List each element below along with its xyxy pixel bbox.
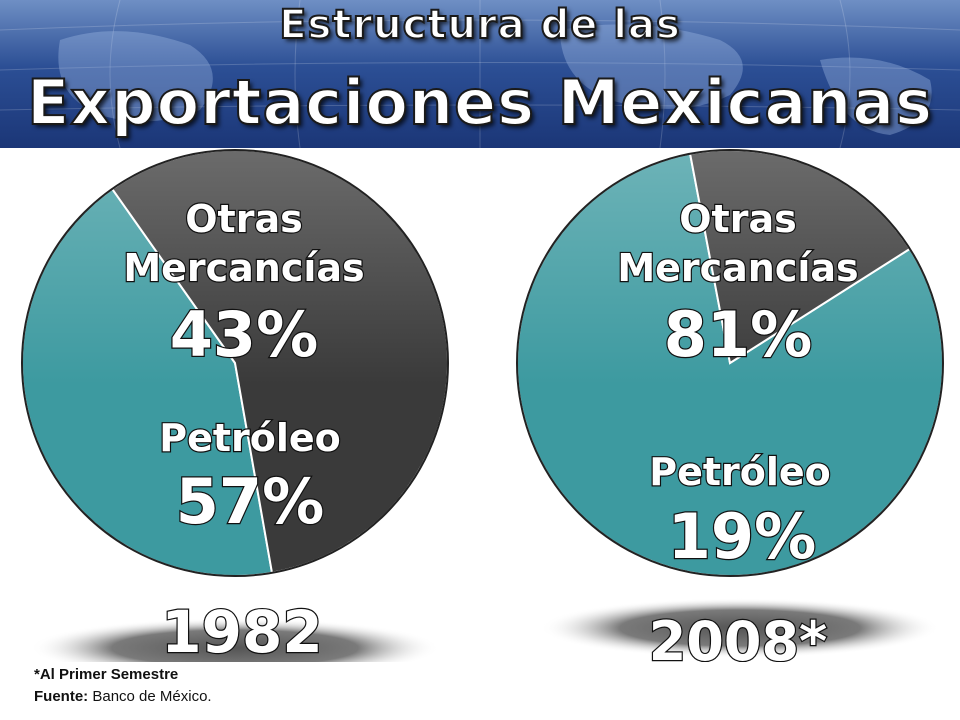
title-line-1: Estructura de las	[278, 1, 681, 49]
footnote: *Al Primer Semestre Fuente: Banco de Méx…	[34, 664, 212, 708]
pie-outline	[21, 149, 449, 577]
pie-outline	[516, 149, 944, 577]
source-label: Fuente:	[34, 688, 89, 705]
year-label-2008: 2008*	[649, 610, 828, 662]
petroleo-value-1982: 57%	[176, 465, 324, 538]
otras-value-1982: 43%	[170, 298, 318, 371]
source-value: Banco de México.	[92, 688, 212, 705]
footnote-note: *Al Primer Semestre	[34, 666, 179, 683]
otras-label-line1-2008: Otras	[679, 197, 796, 241]
otras-label-line1-1982: Otras	[185, 197, 302, 241]
world-map-background	[0, 0, 960, 148]
year-label-1982: 1982	[161, 598, 322, 662]
pie-charts: Otras Mercancías 43% Petróleo 57% 1982 O…	[21, 149, 944, 662]
petroleo-label-1982: Petróleo	[159, 416, 341, 460]
pie-shadow	[540, 598, 940, 658]
petroleo-label-2008: Petróleo	[649, 450, 831, 494]
otras-label-line2-2008: Mercancías	[617, 246, 858, 290]
source-line: Fuente: Banco de México.	[34, 686, 212, 708]
title-line-2: Exportaciones Mexicanas	[26, 65, 934, 140]
petroleo-value-2008: 19%	[668, 500, 816, 573]
header-banner: Estructura de las Exportaciones Mexicana…	[0, 0, 960, 148]
pie-shadow	[30, 618, 440, 662]
pie-chart-1982: Otras Mercancías 43% Petróleo 57% 1982	[21, 149, 449, 662]
pie-chart-2008: Otras Mercancías 81% Petróleo 19% 2008*	[516, 149, 944, 662]
otras-label-line2-1982: Mercancías	[123, 246, 364, 290]
otras-value-2008: 81%	[664, 298, 812, 371]
